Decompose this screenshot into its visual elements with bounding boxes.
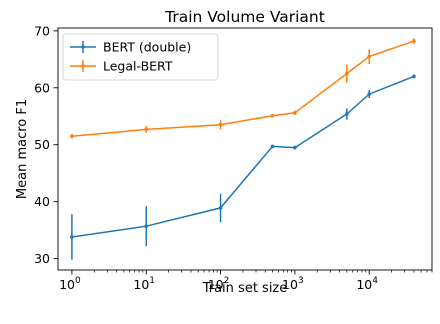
data-point — [144, 127, 149, 132]
data-point — [70, 235, 74, 239]
series-line — [71, 75, 415, 238]
data-point — [412, 39, 416, 43]
axes-frame — [57, 27, 433, 271]
y-tick-label: 70 — [34, 23, 50, 38]
data-point — [218, 206, 223, 210]
data-point — [412, 74, 416, 79]
data-point — [293, 111, 297, 115]
data-point — [345, 71, 349, 76]
data-point — [367, 92, 371, 96]
x-axis-title: Train set size — [202, 281, 288, 296]
y-tick-label: 50 — [34, 137, 50, 152]
y-tick-label: 60 — [34, 80, 50, 95]
x-tick-label: 102 — [208, 276, 230, 292]
y-axis-title: Mean macro F1 — [15, 99, 30, 199]
x-tick-label: 104 — [356, 276, 378, 292]
legend-label: Legal-BERT — [103, 59, 173, 74]
x-tick-label: 101 — [133, 276, 155, 292]
data-point — [218, 123, 223, 127]
x-tick-label: 103 — [282, 276, 304, 292]
x-tick-label: 100 — [59, 276, 81, 292]
data-point — [367, 54, 371, 59]
plot-area: 100 101 102 103 104 30 40 50 60 70 — [34, 23, 433, 292]
data-point — [144, 224, 149, 228]
series-0 — [70, 74, 416, 260]
series-line — [71, 40, 415, 137]
data-point — [270, 144, 275, 149]
legend: BERT (double) Legal-BERT — [62, 33, 219, 81]
legend-swatch-marker — [81, 45, 85, 49]
y-tick-label: 40 — [34, 194, 50, 209]
legend-label: BERT (double) — [103, 40, 191, 55]
chart-title: Train Volume Variant — [164, 8, 325, 26]
data-point — [70, 134, 74, 138]
y-tick-label: 30 — [34, 251, 50, 266]
legend-box — [62, 33, 219, 81]
data-point — [293, 145, 297, 150]
legend-swatch-marker — [81, 64, 85, 68]
data-point — [270, 113, 275, 118]
data-point — [345, 112, 349, 116]
series-1 — [70, 38, 416, 139]
